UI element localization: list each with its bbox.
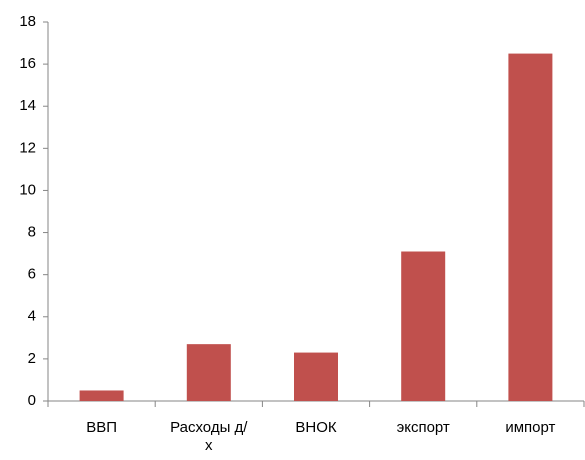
y-tick-label: 18 [19,13,36,30]
bar [401,251,446,401]
bar [294,352,338,401]
x-tick-label: ВНОК [295,419,337,436]
bar [508,53,553,401]
y-tick-label: 14 [19,97,36,114]
x-tick-label: Расходы д/х [170,419,248,454]
bar [186,344,231,401]
y-tick-label: 6 [28,266,36,283]
y-tick-label: 12 [19,139,36,156]
bar [79,390,124,401]
y-tick-label: 2 [28,350,36,367]
y-tick-label: 10 [19,181,36,198]
y-tick-label: 8 [28,224,36,241]
y-tick-label: 0 [28,392,36,409]
y-tick-label: 16 [19,55,36,72]
x-tick-label: экспорт [396,419,450,436]
x-tick-label: ВВП [86,419,117,436]
x-tick-label: импорт [505,419,556,436]
y-tick-label: 4 [28,308,36,325]
